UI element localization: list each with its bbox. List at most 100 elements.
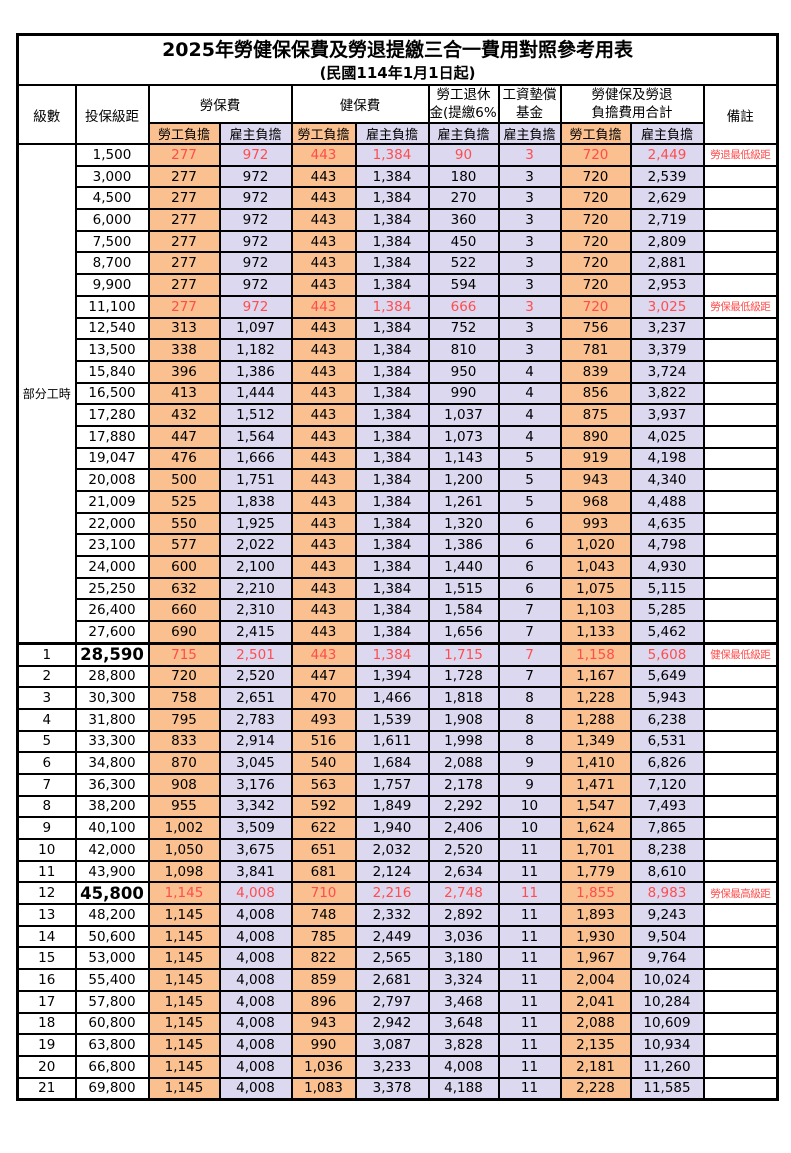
fee-cell: 443 (290, 641, 357, 667)
fee-cell: 1,384 (354, 273, 430, 297)
fee-cell: 1,384 (354, 143, 430, 167)
fee-cell: 4,008 (218, 1033, 293, 1057)
fee-cell: 443 (290, 294, 357, 319)
fee-cell: 859 (290, 968, 357, 992)
fee-cell: 11,260 (629, 1054, 705, 1079)
bracket-cell: 53,000 (74, 946, 150, 971)
level-cell: 10 (16, 838, 77, 862)
fee-cell: 4 (497, 403, 562, 427)
fee-cell: 11 (497, 968, 562, 992)
note-cell: 勞保最高級距 (702, 881, 779, 906)
fee-cell: 1,998 (427, 729, 500, 754)
table-row: 21,009 525 1,838 443 1,384 1,261 5 968 4,488 (18, 490, 779, 514)
fee-cell: 1,930 (559, 924, 632, 949)
fee-cell: 632 (147, 576, 221, 601)
table-row: 19,047 476 1,666 443 1,384 1,143 5 919 4,198 (18, 446, 779, 471)
table-row: 18 60,800 1,145 4,008 943 2,942 3,648 11 2,088 10… (16, 1011, 779, 1036)
fee-cell: 1,133 (559, 620, 632, 645)
fee-cell: 592 (290, 794, 357, 819)
header-total-line2: 負擔費用合計 (591, 105, 673, 121)
table-row: 8 38,200 955 3,342 592 1,849 2,292 10 1,547 7,493 (16, 794, 779, 819)
note-cell (702, 446, 779, 471)
fee-cell: 3 (497, 229, 562, 254)
fee-cell: 443 (290, 403, 357, 427)
fee-cell: 6,238 (629, 707, 705, 732)
fee-cell: 500 (147, 468, 221, 492)
bracket-cell: 45,800 (74, 881, 150, 906)
fee-cell: 1,145 (147, 881, 221, 906)
level-cell: 6 (16, 751, 77, 775)
fee-cell: 443 (290, 511, 357, 536)
fee-cell: 11 (497, 881, 562, 906)
bracket-cell: 26,400 (74, 598, 150, 623)
fee-cell: 2,501 (218, 641, 293, 667)
fee-cell: 810 (427, 338, 500, 362)
note-cell (702, 468, 779, 492)
fee-cell: 1,145 (147, 989, 221, 1014)
fee-cell: 5 (497, 490, 562, 514)
fee-cell: 11 (497, 1011, 562, 1036)
fee-cell: 1,228 (559, 686, 632, 710)
table-row: 部分工時 1,500 277 972 443 1,384 90 3 720 2,449 勞退最低級距 (16, 142, 779, 645)
fee-cell: 1,384 (354, 446, 430, 471)
fee-cell: 277 (147, 294, 221, 319)
note-cell (702, 164, 779, 189)
fee-cell: 1,384 (354, 208, 430, 232)
fee-cell: 10 (497, 816, 562, 840)
bracket-cell: 8,700 (74, 251, 150, 276)
subheader-row: 勞工負擔 雇主負擔 勞工負擔 雇主負擔 雇主負擔 雇主負擔 勞工負擔 雇主負擔 (18, 122, 778, 145)
fee-cell: 720 (559, 186, 632, 211)
fee-cell: 908 (147, 772, 221, 797)
fee-cell: 3 (497, 251, 562, 276)
fee-cell: 1,384 (354, 251, 430, 276)
fee-cell: 758 (147, 686, 221, 710)
fee-cell: 443 (290, 533, 357, 558)
fee-cell: 360 (427, 208, 500, 232)
fee-cell: 4,025 (629, 424, 705, 449)
table-row: 13 48,200 1,145 4,008 748 2,332 2,892 11 1,893 9,… (16, 903, 779, 927)
fee-cell: 6,826 (629, 751, 705, 775)
fee-cell: 4,008 (218, 968, 293, 992)
fee-cell: 1,394 (354, 664, 430, 689)
fee-cell: 3,822 (629, 381, 705, 406)
fee-cell: 3,324 (427, 968, 500, 992)
fee-cell: 1,384 (354, 511, 430, 536)
fee-cell: 277 (147, 143, 221, 167)
fee-cell: 443 (290, 164, 357, 189)
fee-cell: 690 (147, 620, 221, 645)
fee-cell: 1,384 (354, 229, 430, 254)
table-row: 7,500 277 972 443 1,384 450 3 720 2,809 (18, 229, 779, 254)
fee-cell: 447 (290, 664, 357, 689)
table-row: 17 57,800 1,145 4,008 896 2,797 3,468 11 2,041 10… (16, 989, 779, 1014)
note-cell (702, 1033, 779, 1057)
fee-cell: 313 (147, 316, 221, 341)
fee-cell: 1,512 (218, 403, 293, 427)
fee-cell: 4,008 (218, 924, 293, 949)
fee-cell: 5,649 (629, 664, 705, 689)
fee-cell: 1,288 (559, 707, 632, 732)
fee-cell: 972 (218, 186, 293, 211)
fee-cell: 4,798 (629, 533, 705, 558)
fee-cell: 2,565 (354, 946, 430, 971)
header-note: 備註 (702, 84, 779, 145)
note-cell (702, 664, 779, 689)
table-row: 8,700 277 972 443 1,384 522 3 720 2,881 (18, 251, 779, 276)
fee-cell: 1,384 (354, 316, 430, 341)
fee-cell: 1,684 (354, 751, 430, 775)
fee-cell: 443 (290, 576, 357, 601)
subheader-pension-employer: 雇主負擔 (427, 122, 500, 145)
fee-cell: 1,384 (354, 294, 430, 319)
fee-cell: 1,444 (218, 381, 293, 406)
fee-cell: 919 (559, 446, 632, 471)
level-cell: 2 (16, 664, 77, 689)
fee-cell: 9,504 (629, 924, 705, 949)
note-cell (702, 772, 779, 797)
fee-cell: 5,115 (629, 576, 705, 601)
fee-cell: 277 (147, 164, 221, 189)
bracket-cell: 40,100 (74, 816, 150, 840)
fee-cell: 443 (290, 424, 357, 449)
bracket-cell: 27,600 (74, 620, 150, 645)
fee-cell: 972 (218, 229, 293, 254)
fee-cell: 3,724 (629, 359, 705, 384)
fee-cell: 5,285 (629, 598, 705, 623)
